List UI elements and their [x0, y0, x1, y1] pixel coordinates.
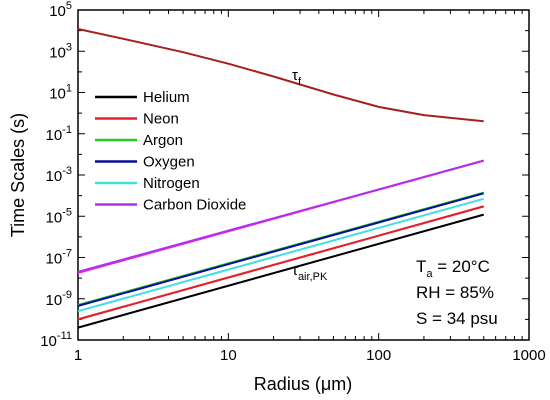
series-nitrogen — [77, 197, 484, 313]
y-tick-label: 10-7 — [46, 248, 72, 268]
temperature-value: = 20°C — [433, 257, 490, 276]
x-axis-title: Radius (μm) — [254, 374, 352, 394]
x-tick-labels: 1 10 100 1000 — [74, 347, 546, 364]
temperature-sub: a — [426, 268, 433, 280]
tau-f-sub: f — [298, 76, 302, 88]
y-axis-title: Time Scales (s) — [8, 113, 28, 237]
legend-label-argon: Argon — [143, 132, 183, 149]
y-tick-label: 10-1 — [46, 124, 72, 144]
y-tick-label: 10-5 — [46, 206, 72, 226]
y-tick-label: 10-3 — [46, 165, 72, 185]
legend-label-oxygen: Oxygen — [143, 154, 195, 171]
x-tick-label: 100 — [366, 347, 391, 364]
y-tick-label: 101 — [49, 83, 72, 103]
series-neon — [77, 205, 484, 321]
tau-air-label: τair,PK — [292, 262, 328, 283]
series-oxygen — [77, 192, 484, 307]
legend: Helium Neon Argon Oxygen Nitrogen Carbon Diox… — [95, 89, 246, 214]
temperature-main: T — [416, 257, 426, 276]
legend-label-nitrogen: Nitrogen — [143, 175, 200, 192]
x-tick-label: 1000 — [512, 347, 545, 364]
tau-f-main: τ — [292, 67, 298, 84]
rh-condition: RH = 85% — [416, 283, 494, 302]
y-tick-label: 103 — [49, 41, 72, 61]
legend-label-neon: Neon — [143, 111, 179, 128]
y-tick-label: 10-11 — [40, 330, 72, 350]
series-helium — [77, 213, 484, 329]
y-tick-label: 105 — [49, 0, 72, 20]
salinity-condition: S = 34 psu — [416, 309, 498, 328]
legend-label-carbon-dioxide: Carbon Dioxide — [143, 197, 246, 214]
temperature-condition: Ta = 20°C — [416, 257, 490, 280]
tau-air-main: τ — [292, 262, 298, 279]
x-tick-label: 10 — [220, 347, 237, 364]
data-lines — [77, 28, 484, 329]
tau-air-sub: air,PK — [298, 271, 328, 283]
y-tick-label: 10-9 — [46, 289, 72, 309]
series-carbon-dioxide — [77, 159, 484, 273]
x-tick-label: 1 — [74, 347, 82, 364]
legend-label-helium: Helium — [143, 89, 190, 106]
curve-0 — [77, 28, 484, 123]
tau-f-label: τf — [292, 67, 302, 88]
axis-ticks — [77, 9, 529, 341]
y-tick-labels: 10-11 10-9 10-7 10-5 10-3 10-1 101 103 105 — [40, 0, 72, 350]
